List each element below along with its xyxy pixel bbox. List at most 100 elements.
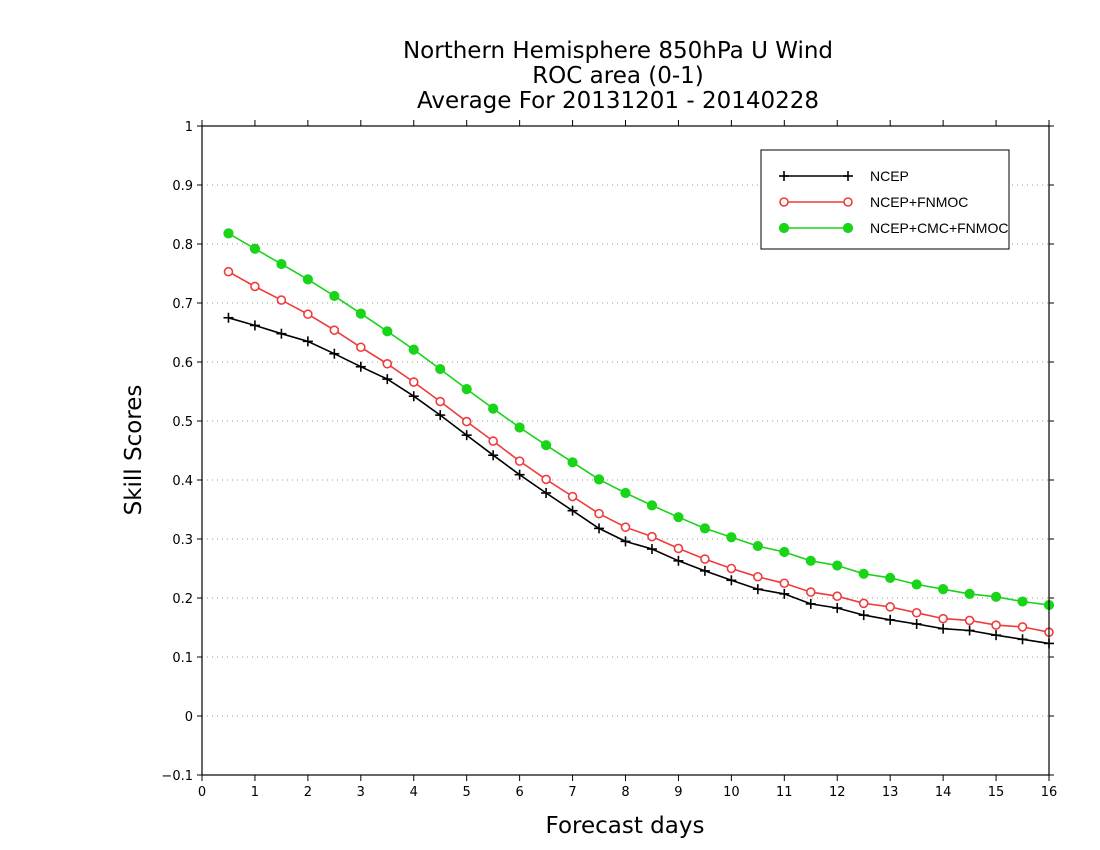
legend-entry-ncep-fnmoc: NCEP+FNMOC xyxy=(779,194,968,210)
data-point-ncep-cmc-fnmoc xyxy=(699,523,711,534)
y-tick-label: 0.1 xyxy=(172,651,193,666)
legend-label: NCEP xyxy=(870,168,909,184)
series-layer xyxy=(223,228,1055,649)
legend-label: NCEP+FNMOC xyxy=(870,194,968,210)
data-point-ncep xyxy=(620,536,631,547)
data-point-ncep xyxy=(885,614,896,625)
data-point-ncep xyxy=(276,328,287,339)
data-point-ncep-fnmoc xyxy=(779,578,790,589)
data-point-ncep xyxy=(302,336,313,347)
y-tick-label: 0.9 xyxy=(172,179,193,194)
data-point-ncep-fnmoc xyxy=(329,325,340,335)
data-point-ncep-cmc-fnmoc xyxy=(593,474,605,485)
data-point-ncep xyxy=(911,618,922,629)
legend-marker xyxy=(779,197,789,207)
legend-label: NCEP+CMC+FNMOC xyxy=(870,220,1008,236)
legend-marker xyxy=(842,222,854,234)
data-point-ncep-fnmoc xyxy=(250,281,260,292)
data-point-ncep-cmc-fnmoc xyxy=(911,579,922,590)
x-tick-label: 9 xyxy=(674,785,682,800)
x-tick-label: 14 xyxy=(935,785,952,800)
data-point-ncep-cmc-fnmoc xyxy=(858,568,869,579)
data-point-ncep-fnmoc xyxy=(594,508,604,519)
data-point-ncep-fnmoc xyxy=(805,587,816,597)
data-point-ncep xyxy=(991,630,1002,641)
data-point-ncep xyxy=(329,348,340,359)
data-point-ncep xyxy=(461,430,472,441)
data-point-ncep-fnmoc xyxy=(303,309,313,320)
data-point-ncep-cmc-fnmoc xyxy=(964,588,975,599)
data-point-ncep-cmc-fnmoc xyxy=(382,326,393,337)
x-tick-label: 13 xyxy=(882,785,899,800)
x-tick-label: 0 xyxy=(198,785,206,800)
data-point-ncep xyxy=(832,603,843,614)
data-point-ncep xyxy=(938,623,949,634)
y-tick-label: −0.1 xyxy=(161,769,193,784)
data-point-ncep-cmc-fnmoc xyxy=(646,500,658,511)
series-line-ncep-cmc-fnmoc xyxy=(228,232,1050,606)
legend-marker xyxy=(778,222,790,234)
data-point-ncep xyxy=(223,312,234,323)
series-line-ncep xyxy=(228,317,1050,645)
data-point-ncep-fnmoc xyxy=(1017,622,1028,632)
x-tick-label: 8 xyxy=(621,785,629,800)
data-point-ncep-cmc-fnmoc xyxy=(567,457,578,468)
data-point-ncep-cmc-fnmoc xyxy=(620,487,631,499)
x-tick-label: 16 xyxy=(1041,785,1058,800)
data-point-ncep xyxy=(408,391,419,402)
data-point-ncep-fnmoc xyxy=(673,543,684,554)
data-point-ncep xyxy=(541,487,552,498)
data-point-ncep-fnmoc xyxy=(726,563,737,574)
data-point-ncep-fnmoc xyxy=(461,416,472,427)
data-point-ncep-cmc-fnmoc xyxy=(885,572,896,584)
x-axis-ticks: 0 1 2 3 4 5 6 7 8 9 10 11 12 13 14 15 16 xyxy=(198,120,1057,800)
data-point-ncep-cmc-fnmoc xyxy=(276,258,287,270)
data-point-ncep-cmc-fnmoc xyxy=(832,560,843,571)
data-point-ncep-fnmoc xyxy=(488,436,498,446)
data-point-ncep-fnmoc xyxy=(567,491,578,502)
data-point-ncep-cmc-fnmoc xyxy=(990,591,1002,602)
data-point-ncep-cmc-fnmoc xyxy=(673,512,684,523)
data-point-ncep-cmc-fnmoc xyxy=(302,274,313,285)
data-point-ncep-fnmoc xyxy=(911,607,922,618)
data-point-ncep-fnmoc xyxy=(938,613,948,624)
data-point-ncep-fnmoc xyxy=(223,266,234,277)
data-point-ncep-cmc-fnmoc xyxy=(726,532,737,543)
legend-marker xyxy=(843,171,853,181)
data-point-ncep-cmc-fnmoc xyxy=(540,440,552,451)
x-tick-label: 7 xyxy=(568,785,576,800)
x-tick-label: 15 xyxy=(988,785,1005,800)
data-point-ncep-fnmoc xyxy=(858,598,869,609)
y-axis-ticks: −0.1 0 0.1 0.2 0.3 0.4 0.5 0.6 0.7 0.8 0.9 1 xyxy=(161,120,1054,784)
y-axis-label: Skill Scores xyxy=(121,385,147,516)
data-point-ncep xyxy=(646,544,657,555)
data-point-ncep-fnmoc xyxy=(541,474,551,485)
legend: NCEP NCEP+FNMOC NCEP+CMC+FNMOC xyxy=(760,149,1010,250)
series-line-ncep-fnmoc xyxy=(228,271,1050,633)
data-point-ncep xyxy=(488,450,499,461)
data-point-ncep-fnmoc xyxy=(700,554,710,564)
y-tick-label: 0.8 xyxy=(172,238,193,253)
data-point-ncep-fnmoc xyxy=(964,615,975,626)
y-tick-label: 0.5 xyxy=(172,415,193,430)
data-point-ncep-cmc-fnmoc xyxy=(938,584,949,595)
legend-marker xyxy=(843,197,853,207)
legend-marker xyxy=(779,171,789,181)
y-tick-label: 0.7 xyxy=(172,297,193,312)
chart-title-line-1: Northern Hemisphere 850hPa U Wind xyxy=(403,38,833,64)
data-point-ncep-cmc-fnmoc xyxy=(752,540,763,552)
data-point-ncep xyxy=(249,320,260,331)
data-point-ncep xyxy=(382,374,393,385)
data-point-ncep-fnmoc xyxy=(514,456,525,466)
legend-entry-ncep-cmc-fnmoc: NCEP+CMC+FNMOC xyxy=(778,220,1008,236)
y-tick-label: 0.6 xyxy=(172,356,193,371)
data-point-ncep-cmc-fnmoc xyxy=(488,403,499,414)
grid-lines xyxy=(202,184,1049,717)
data-point-ncep xyxy=(699,565,710,576)
x-tick-label: 2 xyxy=(304,785,312,800)
data-point-ncep xyxy=(673,555,684,566)
data-point-ncep-fnmoc xyxy=(753,571,763,582)
x-tick-label: 10 xyxy=(723,785,740,800)
x-tick-label: 11 xyxy=(776,785,793,800)
data-point-ncep-fnmoc xyxy=(991,620,1001,630)
